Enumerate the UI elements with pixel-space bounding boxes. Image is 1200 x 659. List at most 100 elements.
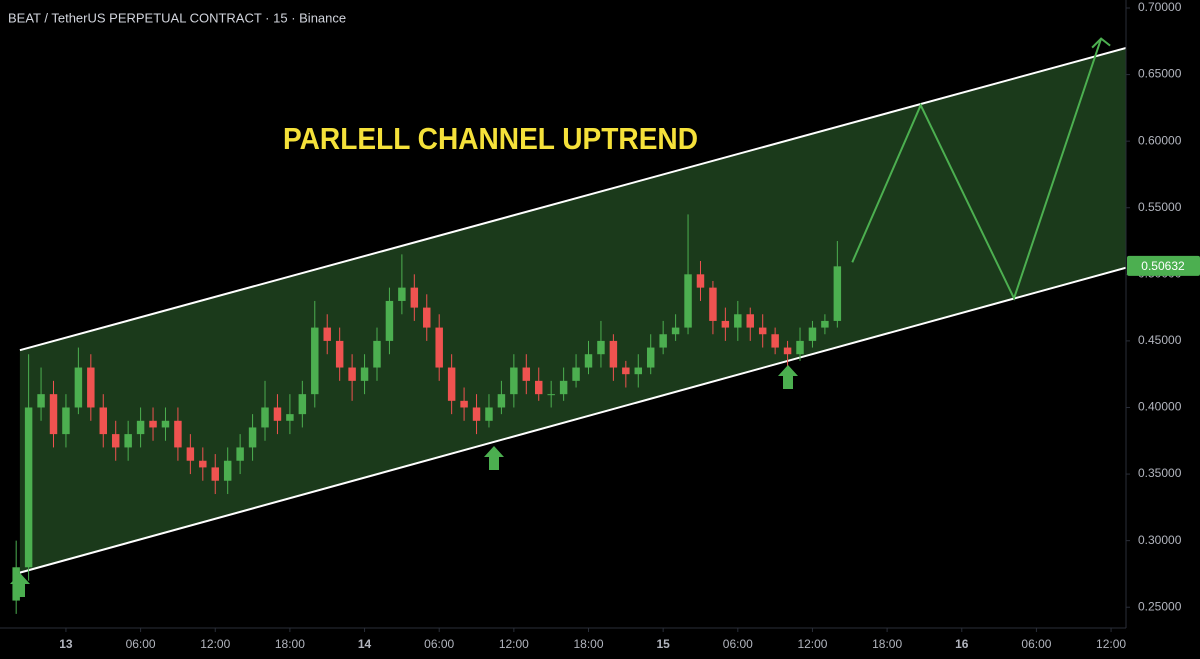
candle-body <box>485 407 493 421</box>
candle-body <box>348 367 356 381</box>
up-arrow <box>778 365 798 389</box>
candle-body <box>547 394 555 396</box>
y-tick-label: 0.70000 <box>1138 0 1182 14</box>
candle-body <box>821 320 829 328</box>
candle-body <box>186 447 195 461</box>
candle-body <box>572 367 580 381</box>
candle-body <box>659 334 667 348</box>
candle-body <box>398 287 406 301</box>
candle-body <box>273 407 282 421</box>
candle-body <box>410 287 419 308</box>
up-arrow <box>484 446 504 470</box>
candle-body <box>696 274 705 288</box>
x-tick-label: 18:00 <box>573 637 603 651</box>
candle-body <box>671 327 680 335</box>
candle-body <box>62 407 70 435</box>
y-tick-label: 0.25000 <box>1138 599 1182 613</box>
candle-body <box>161 420 170 428</box>
candle-body <box>460 400 468 408</box>
candle-body <box>435 327 443 368</box>
last-price-label: 0.50632 <box>1141 259 1185 273</box>
candle-body <box>783 347 792 355</box>
candle-body <box>37 394 45 408</box>
candle-body <box>746 314 754 328</box>
x-tick-label: 12:00 <box>200 637 230 651</box>
candle-body <box>323 327 331 341</box>
candle-body <box>734 314 742 328</box>
candle-body <box>174 420 182 448</box>
candle-body <box>423 307 431 328</box>
channel-line <box>19 266 1126 574</box>
candle-body <box>584 354 593 368</box>
candle-body <box>709 287 717 321</box>
last-price-box <box>1127 255 1200 276</box>
markers <box>10 365 798 597</box>
candle-body <box>211 467 219 481</box>
candle-body <box>24 407 33 568</box>
candle-body <box>771 334 779 348</box>
candle-body <box>447 367 456 401</box>
candle-body <box>111 434 120 448</box>
x-tick-label: 15 <box>656 637 670 651</box>
candle-body <box>236 447 244 461</box>
x-tick-label: 18:00 <box>275 637 305 651</box>
x-tick-label: 06:00 <box>424 637 454 651</box>
channel-fill <box>19 47 1126 573</box>
x-tick-label: 14 <box>358 637 372 651</box>
candle-body <box>559 380 568 395</box>
x-tick-label: 12:00 <box>499 637 529 651</box>
annotation: PARLELL CHANNEL UPTREND <box>283 121 698 156</box>
candle-body <box>261 407 269 428</box>
candle-body <box>597 340 605 355</box>
x-tick-label: 06:00 <box>723 637 753 651</box>
candle-body <box>248 427 257 448</box>
candle-body <box>510 367 518 395</box>
y-tick-label: 0.40000 <box>1138 400 1182 414</box>
y-tick-label: 0.45000 <box>1138 333 1182 347</box>
x-tick-label: 12:00 <box>797 637 827 651</box>
candle-body <box>758 327 767 335</box>
y-tick-label: 0.35000 <box>1138 466 1182 480</box>
candle-body <box>373 340 381 368</box>
channel-line <box>19 46 1126 352</box>
candle-body <box>609 340 618 368</box>
x-tick-label: 16 <box>955 637 969 651</box>
candle-body <box>298 394 307 415</box>
candle-body <box>646 347 655 368</box>
candle-body <box>796 340 804 355</box>
candle-body <box>136 420 145 435</box>
candle-body <box>497 394 506 408</box>
x-tick-label: 12:00 <box>1096 637 1126 651</box>
candle-body <box>833 266 842 321</box>
x-tick-label: 18:00 <box>872 637 902 651</box>
candle-body <box>286 414 294 421</box>
candle-body <box>360 367 369 381</box>
projection-line <box>851 38 1103 301</box>
candle-body <box>49 394 58 435</box>
y-tick-label: 0.55000 <box>1138 200 1182 214</box>
candle-body <box>87 367 95 408</box>
candle-body <box>223 460 232 481</box>
y-tick-label: 0.60000 <box>1138 133 1182 147</box>
candle-body <box>684 274 692 328</box>
y-tick-label: 0.30000 <box>1138 533 1182 547</box>
x-tick-label: 13 <box>59 637 73 651</box>
y-tick-label: 0.65000 <box>1138 67 1182 81</box>
x-tick-label: 06:00 <box>1021 637 1051 651</box>
candle-body <box>124 434 132 448</box>
candle-body <box>522 367 531 381</box>
candle-body <box>721 320 730 328</box>
candle-body <box>385 300 394 341</box>
candle-body <box>535 380 543 395</box>
candle-body <box>335 340 344 368</box>
candle-body <box>472 407 481 421</box>
candle-body <box>74 367 83 408</box>
plot-area <box>12 37 1126 614</box>
candle-body <box>199 460 207 468</box>
up-arrow <box>10 573 30 597</box>
candle-body <box>149 420 157 428</box>
candle-body <box>634 367 643 375</box>
candle-body <box>99 407 108 435</box>
